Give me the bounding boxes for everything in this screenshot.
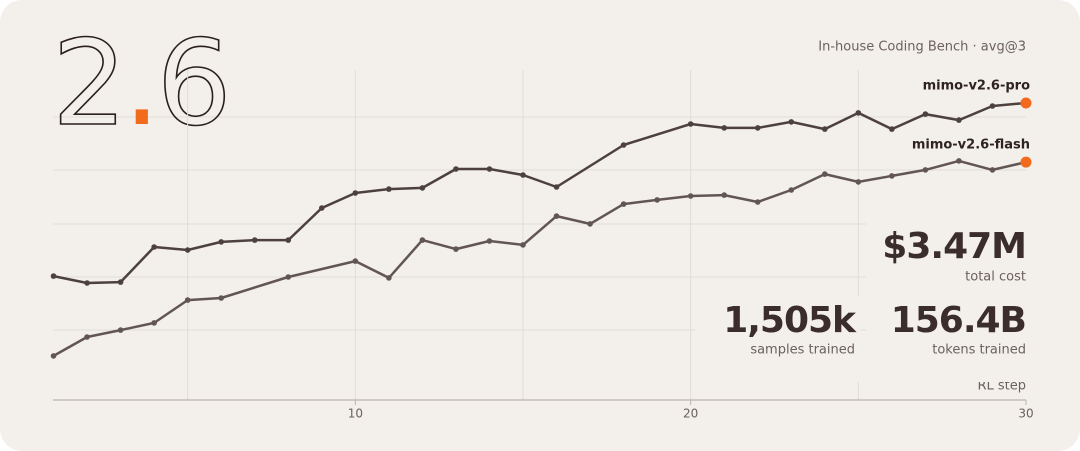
- point: [654, 197, 660, 203]
- point: [419, 185, 426, 191]
- point: [151, 320, 157, 326]
- point: [520, 242, 526, 248]
- point: [453, 246, 459, 252]
- point: [754, 199, 761, 205]
- point: [352, 258, 359, 264]
- point: [687, 193, 694, 199]
- point: [989, 103, 996, 109]
- point: [687, 121, 694, 127]
- point: [285, 237, 292, 243]
- point: [386, 275, 392, 281]
- subtitle: In-house Coding Bench · avg@3: [818, 40, 1026, 55]
- point: [50, 353, 57, 359]
- point: [218, 295, 224, 301]
- point: [788, 187, 795, 193]
- point: [956, 158, 962, 164]
- point: [319, 205, 325, 211]
- stat-bg: [866, 222, 1031, 308]
- point: [721, 192, 727, 198]
- x-tick-label: 30: [1018, 407, 1033, 421]
- point: [50, 273, 57, 279]
- logo: 2.6: [52, 14, 228, 152]
- point: [184, 297, 191, 303]
- point: [486, 166, 493, 172]
- stat-label: total cost: [965, 270, 1026, 285]
- stat-value: 156.4B: [891, 300, 1026, 341]
- series-label: mimo-v2.6-pro: [923, 79, 1030, 94]
- stat-label: tokens trained: [932, 343, 1026, 358]
- point: [352, 190, 359, 196]
- point: [151, 244, 157, 250]
- point: [721, 125, 727, 131]
- point: [84, 280, 90, 286]
- h-grid: [53, 116, 1026, 331]
- point: [922, 111, 929, 117]
- point: [184, 247, 191, 253]
- point: [117, 279, 124, 285]
- stat-bg: [695, 296, 860, 382]
- point: [251, 237, 258, 243]
- x-tick-label: 10: [348, 407, 363, 421]
- end-marker: [1020, 97, 1032, 109]
- point: [453, 166, 459, 172]
- point: [587, 221, 593, 227]
- point: [553, 184, 560, 190]
- point: [889, 173, 895, 179]
- point: [822, 171, 828, 177]
- point: [754, 125, 761, 131]
- stat-bg: [866, 296, 1031, 382]
- point: [486, 238, 493, 244]
- point: [419, 237, 426, 243]
- series-label: mimo-v2.6-flash: [912, 138, 1030, 153]
- point: [822, 126, 828, 132]
- point: [889, 126, 895, 132]
- stat-value: $3.47M: [882, 226, 1026, 267]
- point: [620, 201, 627, 207]
- x-axis-label: RL step: [977, 379, 1026, 394]
- point: [520, 172, 526, 178]
- series-line: [53, 101, 1027, 285]
- point: [285, 274, 292, 280]
- x-tick-label: 20: [683, 407, 698, 421]
- point: [84, 334, 90, 340]
- point: [218, 239, 224, 245]
- point: [620, 142, 627, 148]
- point: [855, 110, 862, 116]
- series-line: [52, 159, 1027, 357]
- point: [386, 186, 392, 192]
- stat-label: samples trained: [750, 343, 855, 358]
- point: [788, 119, 795, 125]
- stat-value: 1,505k: [723, 300, 857, 341]
- point: [117, 327, 124, 333]
- end-marker: [1020, 156, 1032, 168]
- point: [855, 179, 862, 185]
- point: [922, 167, 929, 173]
- point: [553, 213, 560, 219]
- point: [956, 117, 962, 123]
- point: [989, 167, 996, 173]
